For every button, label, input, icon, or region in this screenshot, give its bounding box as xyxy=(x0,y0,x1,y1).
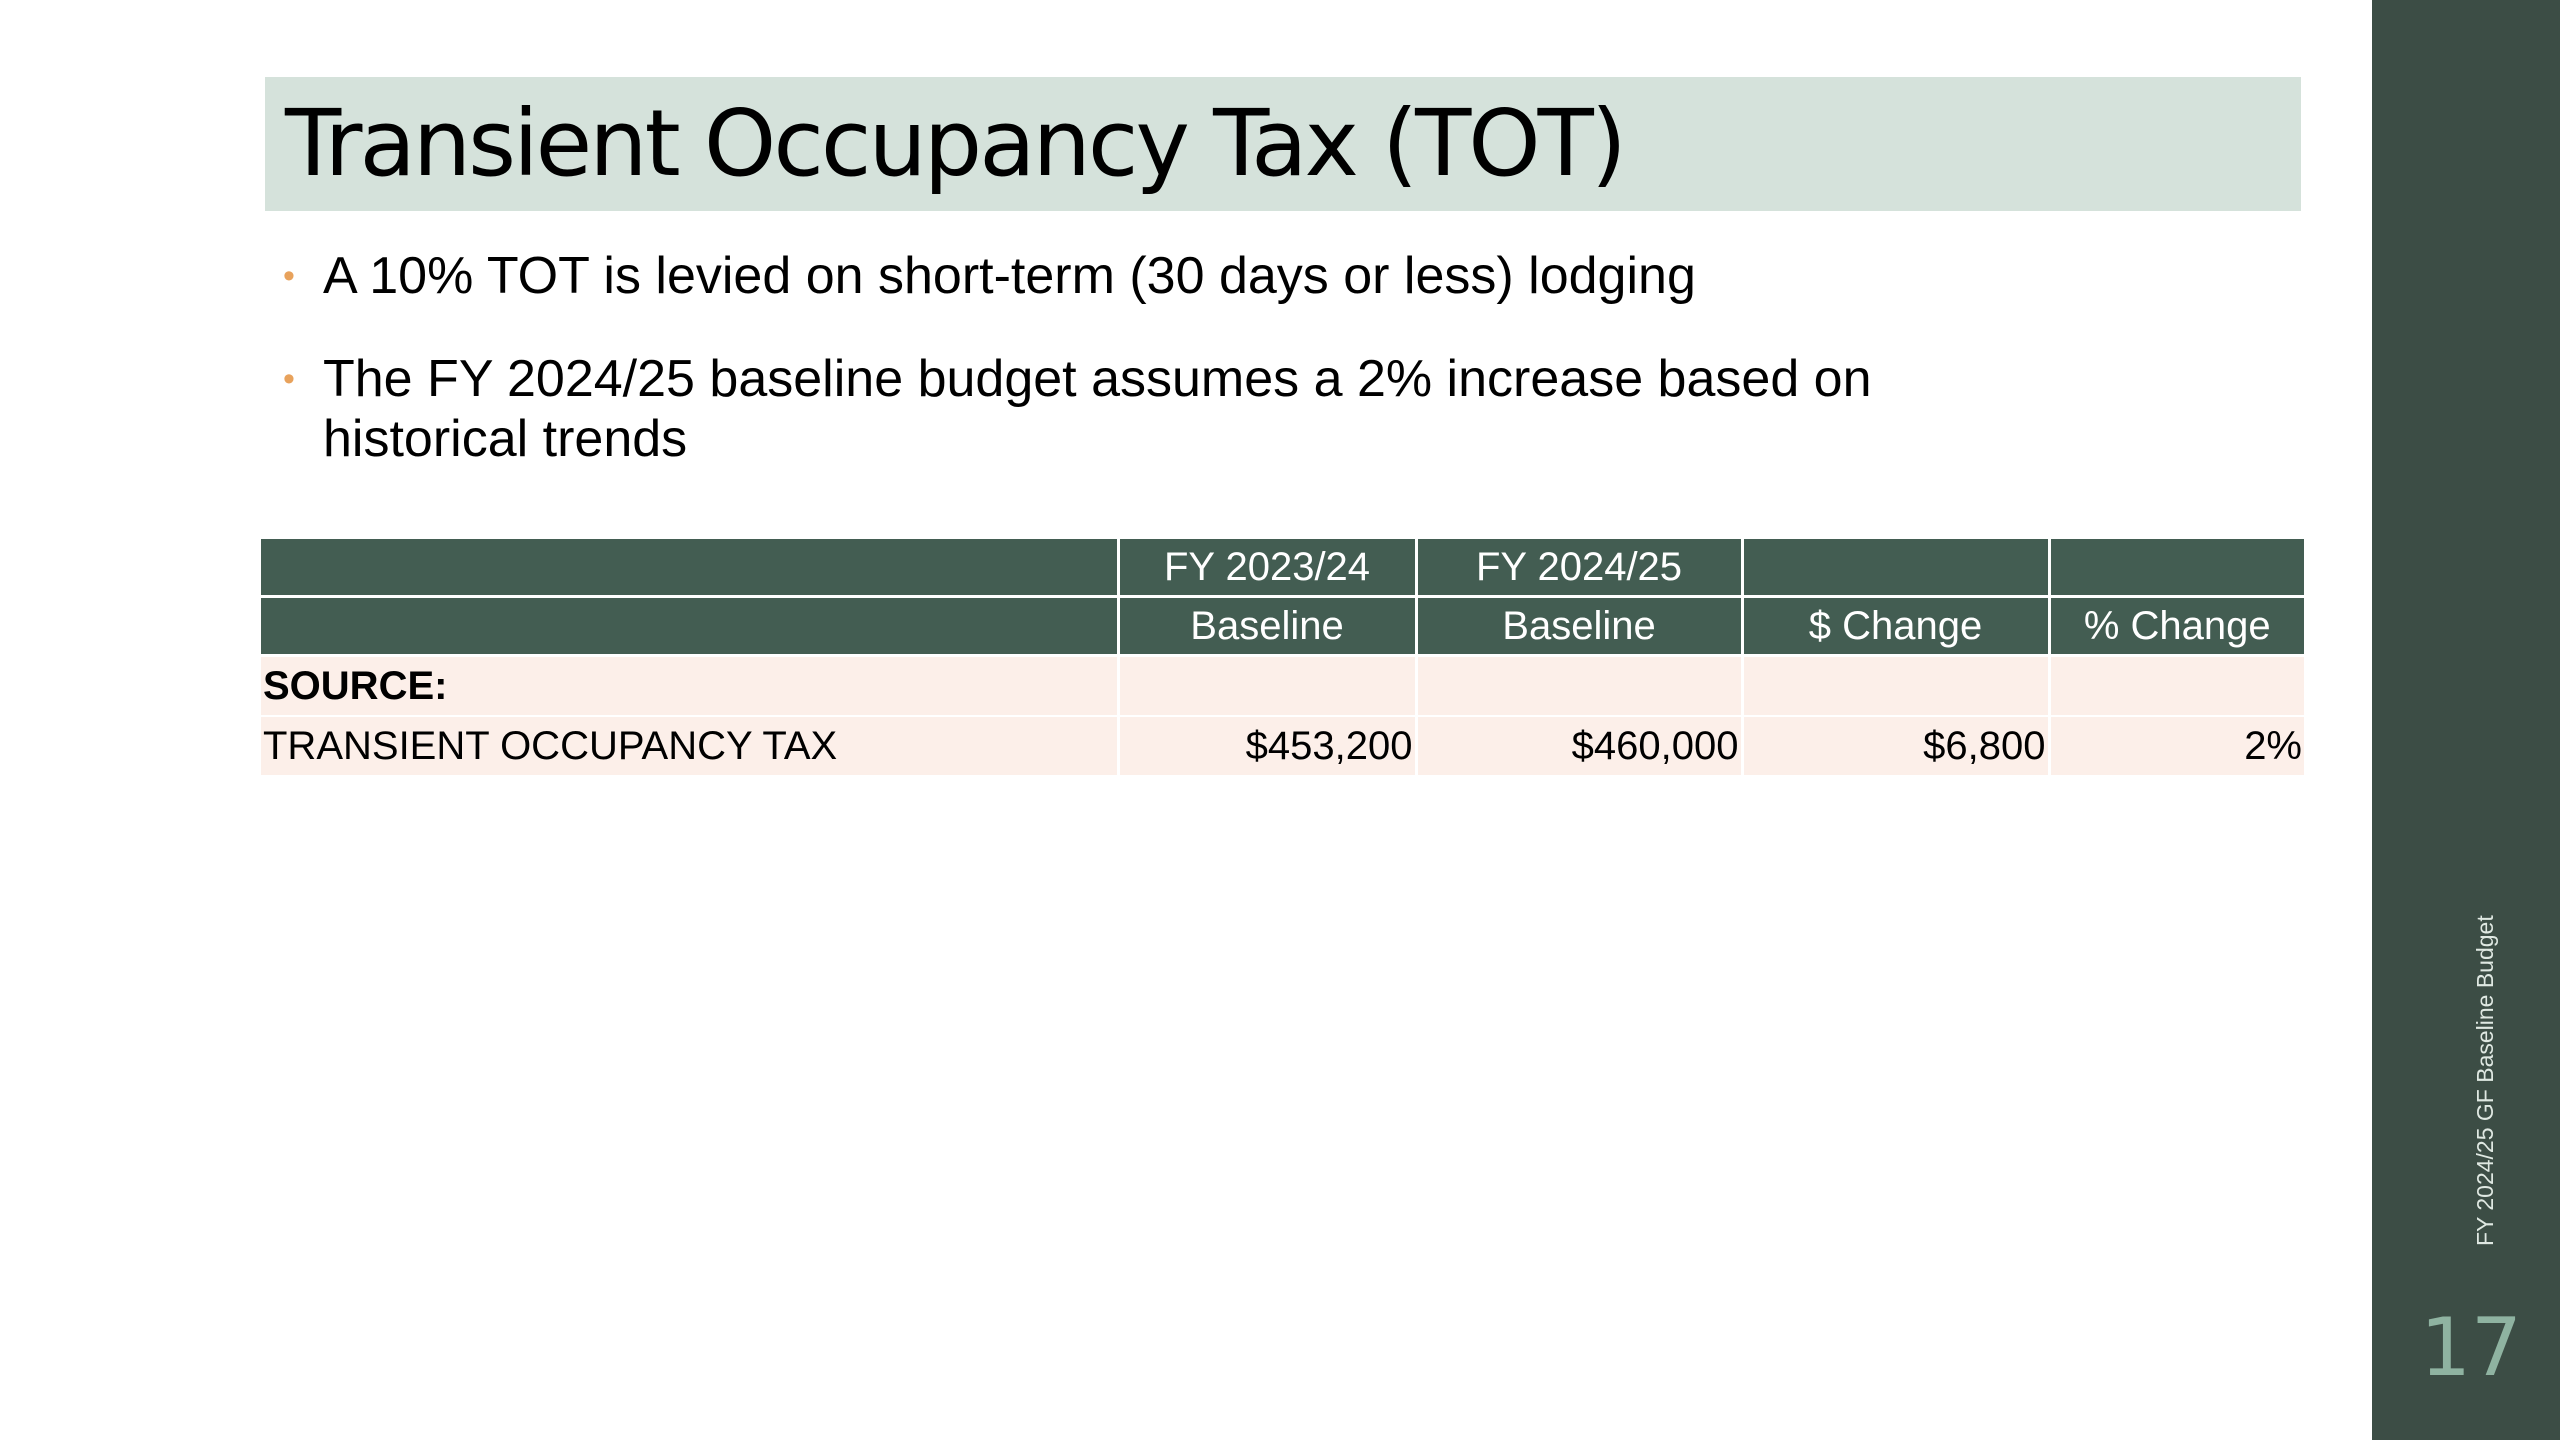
bullet-item: • The FY 2024/25 baseline budget assumes… xyxy=(283,349,2043,469)
budget-table: FY 2023/24 FY 2024/25 Baseline Baseline … xyxy=(261,539,2304,777)
header-cell-baseline: Baseline xyxy=(1416,596,1744,657)
header-cell-dollar-change: $ Change xyxy=(1742,596,2051,657)
header-cell-pct-change: % Change xyxy=(2049,596,2304,657)
table-header-row-1: FY 2023/24 FY 2024/25 xyxy=(261,539,2304,598)
row-label: TRANSIENT OCCUPANCY TAX xyxy=(261,716,1120,777)
title-band: Transient Occupancy Tax (TOT) xyxy=(265,77,2301,211)
header-cell-blank xyxy=(261,539,1120,598)
dollar-change-value: $6,800 xyxy=(1742,716,2051,777)
table-cell-empty xyxy=(1742,655,2051,717)
table-cell-empty xyxy=(2049,655,2304,717)
pct-change-value: 2% xyxy=(2049,716,2304,777)
slide-title: Transient Occupancy Tax (TOT) xyxy=(285,90,1627,197)
slide-number: 17 xyxy=(2420,1301,2522,1394)
budget-table-container: FY 2023/24 FY 2024/25 Baseline Baseline … xyxy=(261,539,2304,777)
bullet-text: The FY 2024/25 baseline budget assumes a… xyxy=(323,350,1872,468)
header-cell-fy2023-24: FY 2023/24 xyxy=(1118,539,1418,598)
bullet-marker: • xyxy=(283,257,295,295)
table-cell-empty xyxy=(1118,655,1418,717)
table-row: TRANSIENT OCCUPANCY TAX $453,200 $460,00… xyxy=(261,716,2304,777)
bullet-list: • A 10% TOT is levied on short-term (30 … xyxy=(283,246,2043,512)
fy2024-25-value: $460,000 xyxy=(1416,716,1744,777)
bullet-marker: • xyxy=(283,360,295,398)
table-cell-empty xyxy=(1416,655,1744,717)
table-section-row: SOURCE: xyxy=(261,655,2304,717)
table-header-row-2: Baseline Baseline $ Change % Change xyxy=(261,596,2304,657)
right-sidebar xyxy=(2372,0,2560,1440)
bullet-text: A 10% TOT is levied on short-term (30 da… xyxy=(323,247,1696,305)
footer-label: FY 2024/25 GF Baseline Budget xyxy=(2472,915,2498,1246)
header-cell-blank xyxy=(261,596,1120,657)
header-cell-baseline: Baseline xyxy=(1118,596,1418,657)
bullet-item: • A 10% TOT is levied on short-term (30 … xyxy=(283,246,2043,306)
fy2023-24-value: $453,200 xyxy=(1118,716,1418,777)
section-label: SOURCE: xyxy=(261,655,1120,717)
header-cell-fy2024-25: FY 2024/25 xyxy=(1416,539,1744,598)
header-cell-blank xyxy=(2049,539,2304,598)
header-cell-blank xyxy=(1742,539,2051,598)
